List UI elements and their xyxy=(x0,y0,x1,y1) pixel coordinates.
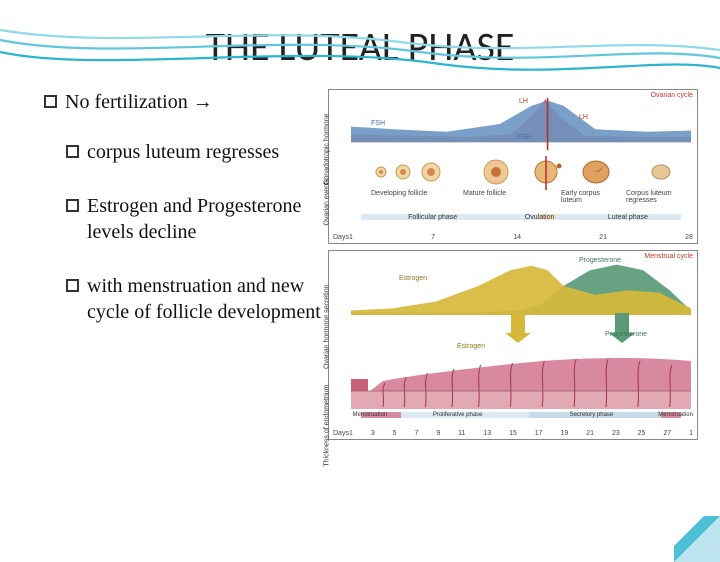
ovarian-events-svg xyxy=(351,156,691,190)
phase-label: Menstruation xyxy=(349,412,391,418)
phase-label: Follicular phase xyxy=(349,214,516,221)
day-tick: 13 xyxy=(483,430,491,437)
hormone-arrows-svg xyxy=(351,313,691,345)
corner-fold-icon xyxy=(674,516,720,562)
day-tick: 5 xyxy=(393,430,397,437)
day-tick: 21 xyxy=(586,430,594,437)
stage-label: Corpus luteum regresses xyxy=(626,190,691,204)
bullet-level2: with menstruation and new cycle of folli… xyxy=(66,273,324,325)
yaxis-label: Gonadotropic hormone xyxy=(324,114,331,186)
bullet-marker-icon xyxy=(66,199,79,212)
bullet-list: No fertilization → corpus luteum regress… xyxy=(44,89,324,440)
lh-label2: LH xyxy=(579,114,588,121)
day-tick: 15 xyxy=(509,430,517,437)
day-tick: 9 xyxy=(436,430,440,437)
day-tick: 14 xyxy=(513,234,521,241)
arrow-label: Estrogen xyxy=(457,343,485,350)
stage-label: Developing follicle xyxy=(371,190,427,197)
phase-label: Luteal phase xyxy=(563,214,693,221)
hormone-curves-svg xyxy=(351,98,691,150)
phase-label: Secretory phase xyxy=(525,412,659,418)
day-tick: 3 xyxy=(371,430,375,437)
bullet-text: No fertilization → xyxy=(65,89,213,115)
days-axis-label: Days xyxy=(333,234,349,241)
bullet-level1: No fertilization → xyxy=(44,89,324,115)
day-tick: 11 xyxy=(458,430,465,437)
day-tick: 7 xyxy=(414,430,418,437)
menstrual-cycle-chart: Menstrual cycle Ovarian hormone secretio… xyxy=(328,250,698,440)
day-tick: 19 xyxy=(561,430,569,437)
day-tick: 17 xyxy=(535,430,543,437)
day-tick: 28 xyxy=(685,234,693,241)
bullet-text: corpus luteum regresses xyxy=(87,139,279,165)
phase-label: Proliferative phase xyxy=(391,412,525,418)
bullet-marker-icon xyxy=(66,145,79,158)
bullet-marker-icon xyxy=(44,95,57,108)
day-tick: 23 xyxy=(612,430,620,437)
day-tick: 27 xyxy=(663,430,671,437)
bullet-level2: Estrogen and Progesterone levels decline xyxy=(66,193,324,245)
bullet-text: Estrogen and Progesterone levels decline xyxy=(87,193,324,245)
phase-label: Menstruation xyxy=(658,412,693,418)
ovarian-hormone-svg xyxy=(351,259,691,315)
phase-label: Ovulation xyxy=(516,214,562,221)
fsh-label2: FSH xyxy=(517,134,531,141)
stage-label: Early corpus luteum xyxy=(561,190,611,204)
yaxis-label-ovarian: Ovarian events xyxy=(324,179,331,226)
day-tick: 1 xyxy=(349,234,353,241)
bullet-text: with menstruation and new cycle of folli… xyxy=(87,273,324,325)
slide-title: THE LUTEAL PHASE xyxy=(0,22,720,71)
charts-column: Ovarian cycle Gonadotropic hormone FSH L… xyxy=(328,89,698,440)
day-axis-top: 1 7 14 21 28 xyxy=(349,234,693,241)
fsh-label: FSH xyxy=(371,120,385,127)
day-tick: 1 xyxy=(689,430,693,437)
bullet-level2: corpus luteum regresses xyxy=(66,139,324,165)
days-axis-label: Days xyxy=(333,430,349,437)
day-tick: 1 xyxy=(349,430,353,437)
yaxis-label: Ovarian hormone secretion xyxy=(324,285,331,369)
stage-label: Mature follicle xyxy=(463,190,506,197)
day-tick: 25 xyxy=(638,430,646,437)
progesterone-label: Progesterone xyxy=(579,257,621,264)
ovarian-cycle-chart: Ovarian cycle Gonadotropic hormone FSH L… xyxy=(328,89,698,244)
endometrium-svg xyxy=(351,351,691,409)
arrow-label: Progesterone xyxy=(605,331,647,338)
bullet-marker-icon xyxy=(66,279,79,292)
day-tick: 7 xyxy=(431,234,435,241)
yaxis-label: Thickness of endometrium xyxy=(324,385,331,467)
estrogen-label: Estrogen xyxy=(399,275,427,282)
lh-label: LH xyxy=(519,98,528,105)
content-area: No fertilization → corpus luteum regress… xyxy=(0,89,720,440)
day-axis-bot: 135791113151719212325271 xyxy=(349,430,693,437)
day-tick: 21 xyxy=(599,234,607,241)
